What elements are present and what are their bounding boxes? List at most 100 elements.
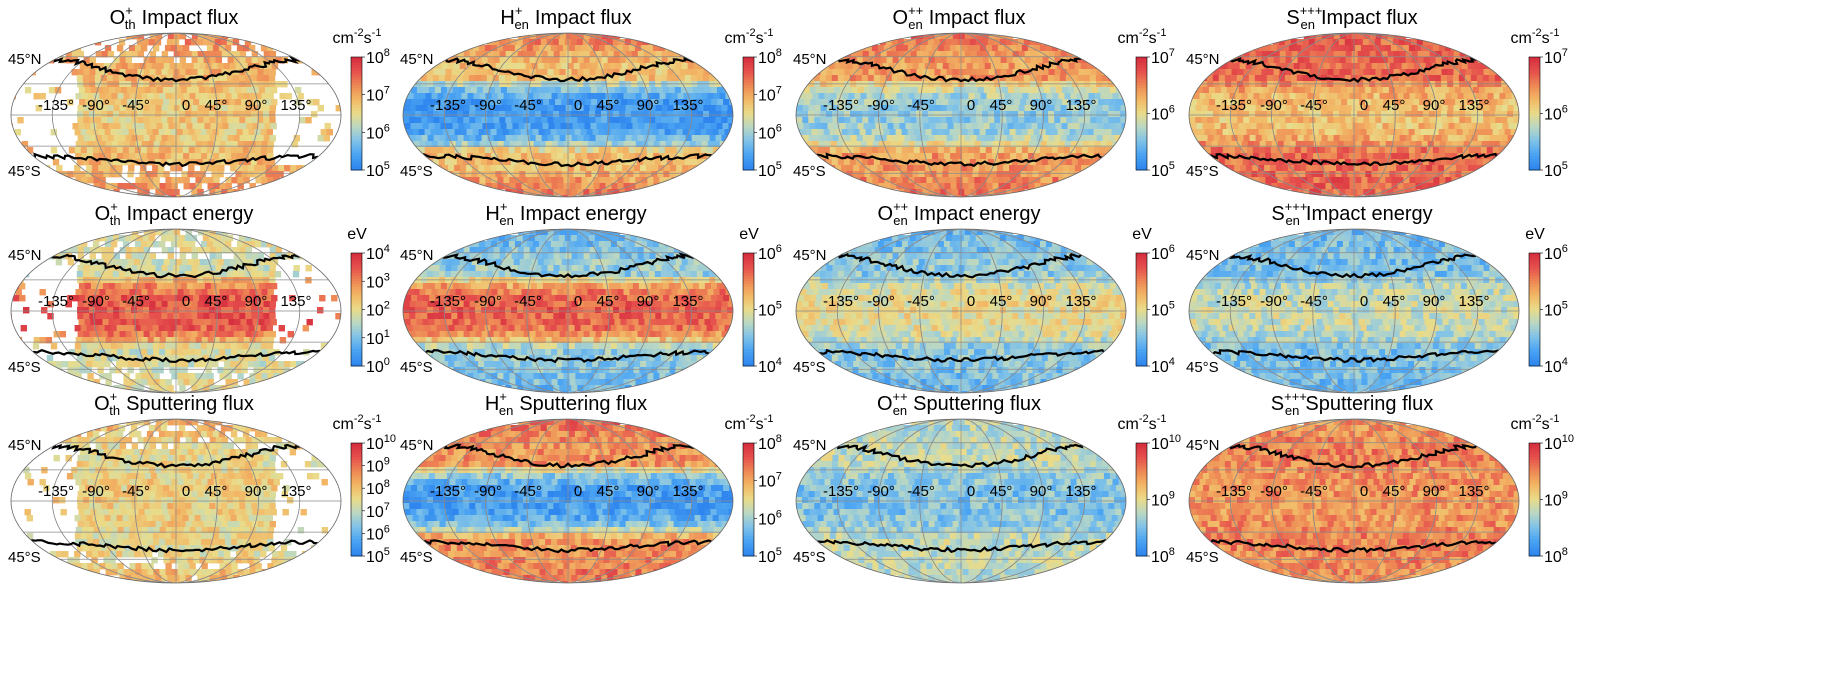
heatmap-cell [457, 111, 464, 118]
heatmap-cell [874, 135, 881, 142]
heatmap-cell [527, 93, 534, 100]
heatmap-cell [529, 111, 536, 118]
heatmap-cell [434, 87, 442, 94]
heatmap-cell [1435, 105, 1442, 112]
heatmap-cell [202, 39, 210, 46]
heatmap-cell [1076, 93, 1083, 100]
heatmap-cell [963, 159, 971, 166]
heatmap-cell [1257, 63, 1265, 70]
heatmap-cell [1004, 93, 1011, 100]
heatmap-cell [124, 235, 132, 242]
heatmap-cell [465, 171, 472, 178]
heatmap-cell [438, 159, 446, 166]
colorbar-segment [351, 122, 362, 126]
heatmap-cell [1252, 129, 1259, 136]
colorbar-frame [742, 56, 755, 171]
heatmap-cell [1315, 135, 1322, 142]
heatmap-cell [1282, 45, 1290, 52]
heatmap-cell [156, 123, 163, 130]
heatmap-cell [97, 63, 105, 70]
heatmap-cell [1226, 87, 1234, 94]
heatmap-cell [1372, 165, 1379, 172]
heatmap-cell [443, 153, 450, 160]
heatmap-cell [601, 105, 608, 112]
heatmap-cell [458, 87, 466, 94]
heatmap-cell [922, 57, 929, 64]
heatmap-cell [195, 141, 203, 148]
title-species: O [893, 7, 909, 29]
heatmap-cell [262, 159, 270, 166]
heatmap-cell [1015, 165, 1022, 172]
heatmap-cell [694, 129, 701, 136]
colorbar-segment [1529, 68, 1540, 72]
heatmap-cell [535, 57, 542, 64]
colorbar-segment [351, 76, 362, 81]
heatmap-cell [578, 87, 586, 94]
heatmap-cell [559, 105, 566, 112]
heatmap-cell [1489, 117, 1496, 124]
heatmap-cell [991, 45, 999, 52]
heatmap-cell [1448, 123, 1455, 130]
heatmap-cell [919, 147, 927, 154]
colorbar-segment [1529, 88, 1540, 92]
heatmap-cell [436, 147, 444, 154]
heatmap-cell [1015, 45, 1023, 52]
heatmap-cell [1033, 45, 1041, 52]
heatmap-cell [855, 75, 863, 82]
heatmap-cell [973, 45, 981, 52]
heatmap-cell [895, 129, 902, 136]
heatmap-cell [209, 81, 216, 88]
heatmap-cell [1077, 159, 1085, 166]
heatmap-cell [1264, 129, 1271, 136]
heatmap-cell [198, 87, 206, 94]
heatmap-cell [607, 117, 614, 124]
heatmap-cell [496, 129, 503, 136]
heatmap-cell [74, 129, 81, 136]
heatmap-cell [832, 117, 839, 124]
heatmap-cell [128, 147, 136, 154]
heatmap-cell [1312, 129, 1319, 136]
heatmap-cell [1230, 159, 1238, 166]
heatmap-cell [967, 45, 975, 52]
colorbar-unit: cm-2s-1 [725, 27, 774, 47]
heatmap-cell [79, 99, 86, 106]
heatmap-cell [945, 75, 953, 82]
heatmap-cell [201, 153, 208, 160]
heatmap-cell [976, 189, 983, 196]
heatmap-cell [117, 141, 125, 148]
heatmap-cell [524, 87, 532, 94]
heatmap-cell [892, 57, 899, 64]
heatmap-cell [1402, 165, 1409, 172]
heatmap-cell [1042, 81, 1049, 88]
heatmap-cell [1069, 129, 1076, 136]
heatmap-cell [623, 141, 631, 148]
heatmap-cell [931, 45, 939, 52]
heatmap-cell [1018, 135, 1025, 142]
heatmap-cell [116, 165, 123, 172]
heatmap-cell [1373, 141, 1381, 148]
heatmap-cell [557, 93, 564, 100]
heatmap-cell [1425, 171, 1432, 178]
heatmap-cell [688, 129, 695, 136]
heatmap-cell [1319, 183, 1326, 190]
heatmap-cell [1354, 45, 1362, 52]
heatmap-cell [1393, 69, 1400, 76]
heatmap-cell [556, 165, 563, 172]
heatmap-cell [426, 75, 434, 82]
heatmap-cell [1480, 129, 1487, 136]
heatmap-cell [865, 147, 873, 154]
heatmap-cell [861, 75, 869, 82]
heatmap-cell [428, 87, 436, 94]
heatmap-cell [1444, 147, 1452, 154]
heatmap-cell [263, 69, 270, 76]
heatmap-cell [1435, 81, 1442, 88]
tick-base: 10 [758, 163, 776, 180]
heatmap-cell [187, 99, 194, 106]
heatmap-cell [1233, 99, 1240, 106]
heatmap-cell [640, 45, 648, 52]
heatmap-cell [949, 147, 957, 154]
heatmap-cell [824, 93, 831, 100]
heatmap-cell [909, 39, 917, 46]
heatmap-cell [74, 165, 81, 172]
heatmap-cell [559, 81, 566, 88]
